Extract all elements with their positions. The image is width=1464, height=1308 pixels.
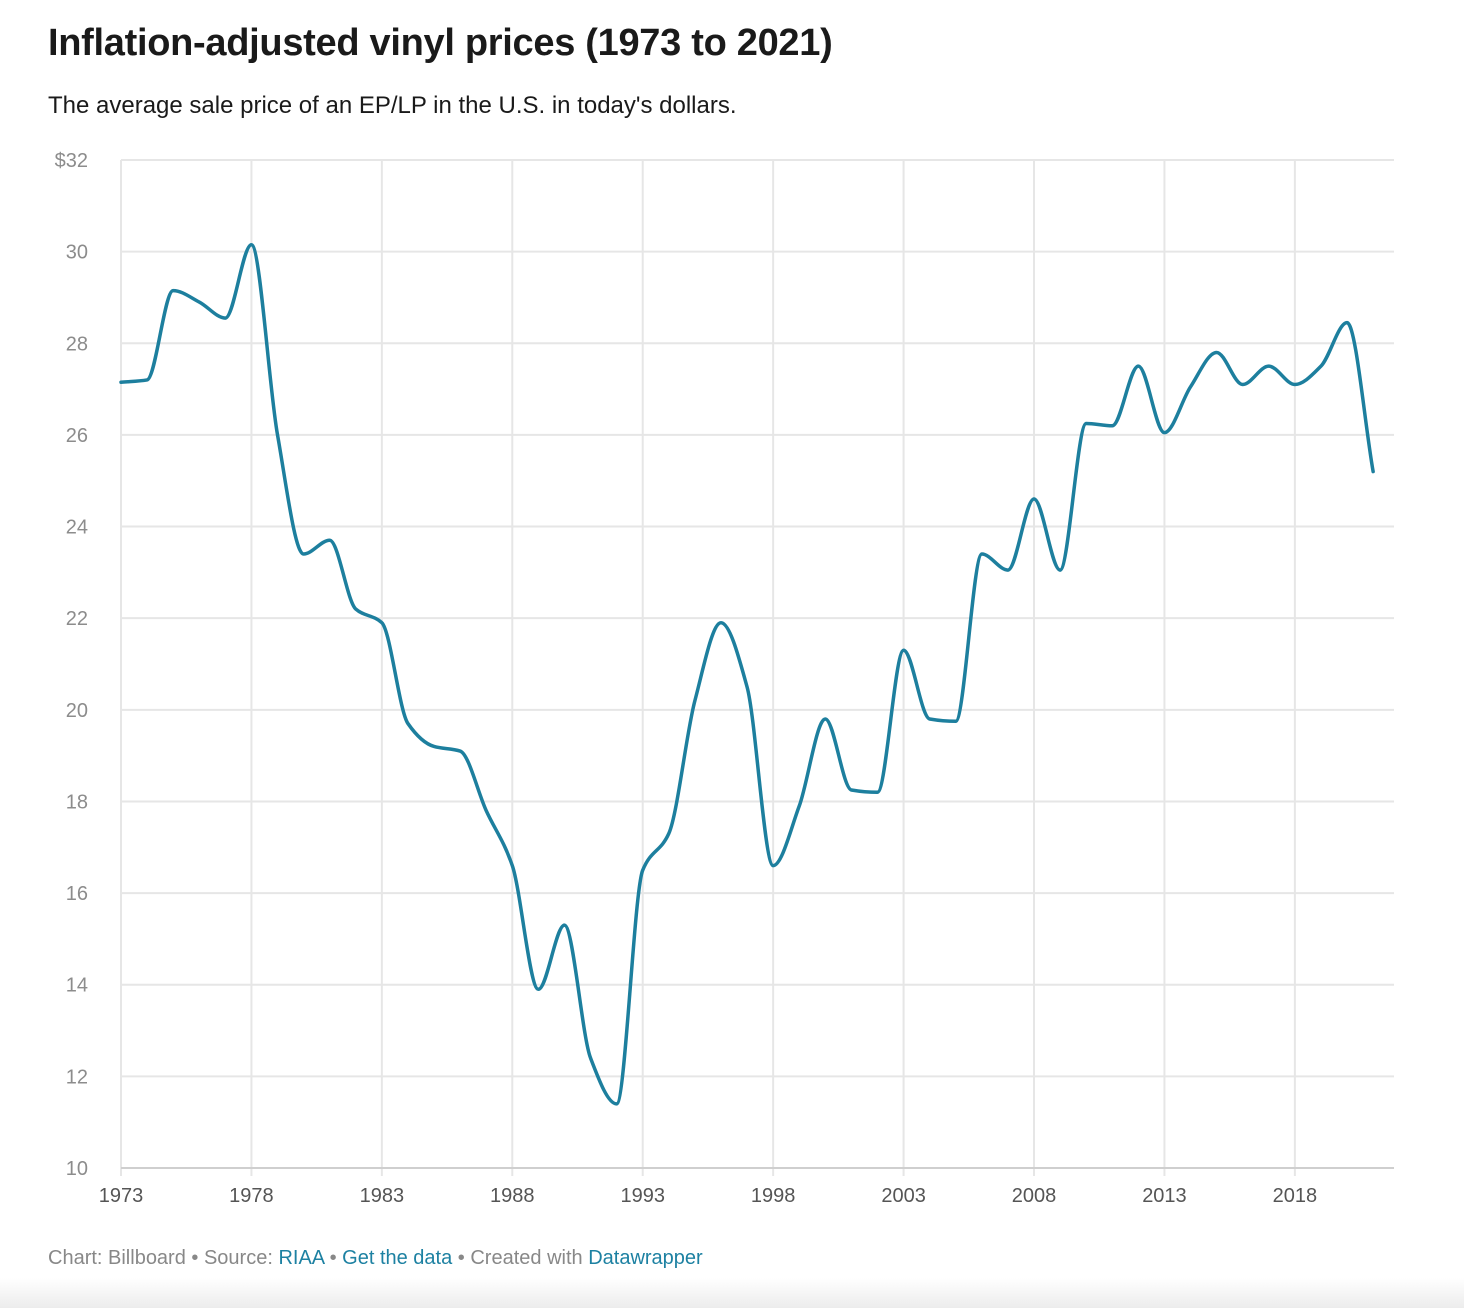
x-tick-label: 1993	[620, 1185, 665, 1207]
data-point-2013[interactable]	[1158, 427, 1170, 439]
data-point-1987[interactable]	[480, 805, 492, 817]
x-tick-label: 1983	[360, 1185, 405, 1207]
bottom-fade	[0, 1278, 1464, 1308]
data-point-1975[interactable]	[167, 285, 179, 297]
data-point-1980[interactable]	[298, 548, 310, 560]
y-tick-label: 10	[66, 1158, 88, 1180]
x-tick-label: 1978	[229, 1185, 274, 1207]
data-point-2014[interactable]	[1185, 381, 1197, 393]
footer-separator: •	[452, 1247, 471, 1269]
series-line	[119, 243, 1375, 1106]
data-point-1994[interactable]	[663, 828, 675, 840]
y-tick-label: $32	[55, 150, 88, 172]
data-point-1990[interactable]	[558, 919, 570, 931]
data-point-2006[interactable]	[976, 548, 988, 560]
data-point-1989[interactable]	[532, 983, 544, 995]
y-tick-label: 16	[66, 883, 88, 905]
y-tick-label: 18	[66, 791, 88, 813]
data-point-1977[interactable]	[219, 312, 231, 324]
x-tick-label: 2008	[1012, 1185, 1057, 1207]
x-tick-label: 2013	[1142, 1185, 1187, 1207]
data-point-1998[interactable]	[767, 860, 779, 872]
data-point-2005[interactable]	[950, 715, 962, 727]
data-point-1997[interactable]	[741, 681, 753, 693]
get-data-link[interactable]: Get the data	[342, 1247, 453, 1269]
data-point-1996[interactable]	[715, 617, 727, 629]
y-tick-label: 26	[66, 425, 88, 447]
data-point-1991[interactable]	[585, 1052, 597, 1064]
footer-separator: •	[324, 1247, 343, 1269]
data-point-1985[interactable]	[428, 740, 440, 752]
data-point-2019[interactable]	[1315, 360, 1327, 372]
chart-credit: Chart: Billboard	[48, 1247, 186, 1269]
y-tick-label: 28	[66, 333, 88, 355]
data-point-1978[interactable]	[245, 239, 257, 251]
data-point-2004[interactable]	[924, 713, 936, 725]
data-point-2003[interactable]	[898, 644, 910, 656]
y-gridlines	[121, 159, 1394, 1078]
x-tick-label: 1998	[751, 1185, 796, 1207]
data-point-2002[interactable]	[872, 786, 884, 798]
data-point-1981[interactable]	[324, 534, 336, 546]
source-link[interactable]: RIAA	[278, 1247, 325, 1269]
data-point-1974[interactable]	[141, 374, 153, 386]
data-point-1979[interactable]	[272, 429, 284, 441]
created-with-label: Created with	[470, 1247, 589, 1269]
y-tick-label: 14	[66, 975, 88, 997]
data-point-1986[interactable]	[454, 745, 466, 757]
x-tick-label: 2003	[881, 1185, 926, 1207]
data-point-2018[interactable]	[1289, 379, 1301, 391]
data-point-2020[interactable]	[1341, 317, 1353, 329]
data-point-1995[interactable]	[689, 695, 701, 707]
data-point-2016[interactable]	[1237, 379, 1249, 391]
y-tick-label: 12	[66, 1066, 88, 1088]
data-point-1999[interactable]	[793, 800, 805, 812]
y-tick-label: 22	[66, 608, 88, 630]
data-point-1993[interactable]	[637, 864, 649, 876]
y-tick-label: 24	[66, 517, 88, 539]
data-point-2007[interactable]	[1002, 564, 1014, 576]
datawrapper-link[interactable]: Datawrapper	[588, 1247, 703, 1269]
data-point-2011[interactable]	[1106, 420, 1118, 432]
y-axis-labels: $32 30 28 26 24 22 20 18 16 14 12 10	[55, 150, 88, 1180]
data-point-1982[interactable]	[350, 603, 362, 615]
chart-title: Inflation-adjusted vinyl prices (1973 to…	[48, 22, 833, 64]
data-point-1992[interactable]	[611, 1098, 623, 1110]
data-point-1988[interactable]	[506, 860, 518, 872]
footer-separator: •	[185, 1247, 204, 1269]
y-tick-label: 20	[66, 700, 88, 722]
data-point-2017[interactable]	[1263, 360, 1275, 372]
x-axis-labels: 1973 1978 1983 1988 1993 1998 2003 2008 2013 2018	[99, 1185, 1317, 1207]
x-tick-label: 1973	[99, 1185, 144, 1207]
chart-subtitle: The average sale price of an EP/LP in th…	[48, 92, 737, 119]
data-point-2000[interactable]	[819, 713, 831, 725]
data-point-2010[interactable]	[1080, 417, 1092, 429]
x-tick-label: 2018	[1273, 1185, 1318, 1207]
data-point-2015[interactable]	[1211, 346, 1223, 358]
data-point-2012[interactable]	[1132, 360, 1144, 372]
y-tick-label: 30	[66, 242, 88, 264]
chart-footer: Chart: Billboard • Source: RIAA • Get th…	[48, 1247, 703, 1270]
data-point-1983[interactable]	[376, 617, 388, 629]
source-label: Source:	[203, 1247, 279, 1269]
data-point-2009[interactable]	[1054, 564, 1066, 576]
data-point-2021[interactable]	[1367, 466, 1379, 478]
series-layer	[115, 239, 1379, 1110]
data-point-1973[interactable]	[115, 376, 127, 388]
x-tick-label: 1988	[490, 1185, 535, 1207]
data-point-2001[interactable]	[845, 784, 857, 796]
data-point-2008[interactable]	[1028, 493, 1040, 505]
data-point-1984[interactable]	[402, 718, 414, 730]
data-point-1976[interactable]	[193, 296, 205, 308]
x-gridlines	[120, 160, 1296, 1176]
